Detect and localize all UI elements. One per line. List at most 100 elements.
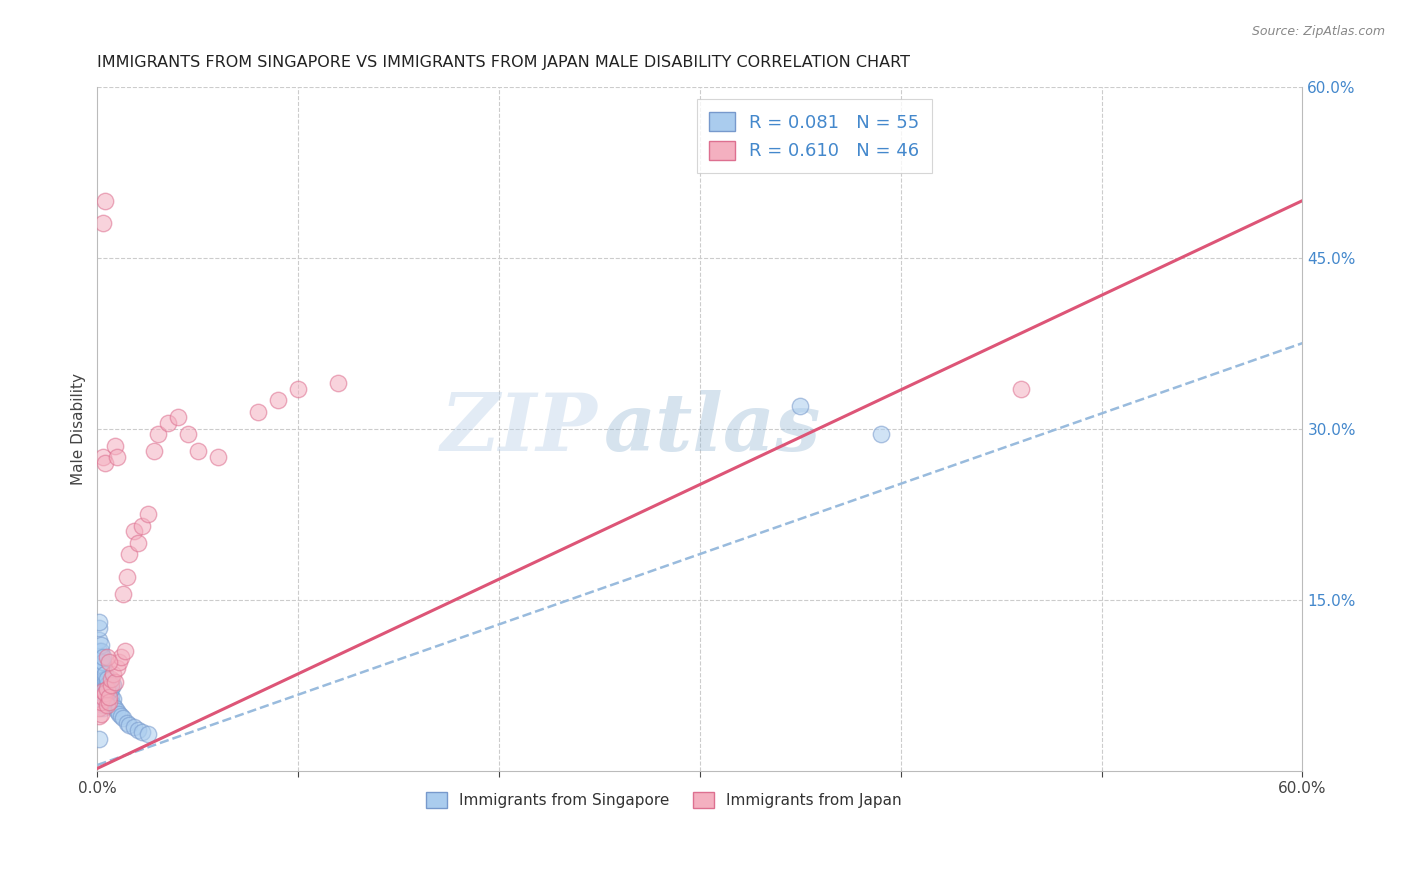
Point [103,678,125,692]
Point [146,427,169,442]
Point [98,690,121,704]
Point [89,731,111,746]
Y-axis label: Male Disability: Male Disability [72,373,86,484]
Point [93,649,115,664]
Point [869,427,891,442]
Point [117,570,139,584]
Point [90,661,112,675]
Point [100,673,122,687]
Point [107,661,129,675]
Point [89,632,111,647]
Point [94,666,117,681]
Point [93,673,115,687]
Point [90,656,112,670]
Point [89,701,111,715]
Point [94,456,117,470]
Point [114,644,136,658]
Point [96,684,118,698]
Point [156,416,179,430]
Point [117,715,139,730]
Point [93,216,115,230]
Point [104,674,127,689]
Point [136,507,159,521]
Point [122,720,145,734]
Point [90,649,112,664]
Point [94,686,117,700]
Point [110,709,132,723]
Point [98,686,121,700]
Point [107,705,129,719]
Text: IMMIGRANTS FROM SINGAPORE VS IMMIGRANTS FROM JAPAN MALE DISABILITY CORRELATION C: IMMIGRANTS FROM SINGAPORE VS IMMIGRANTS … [97,55,910,70]
Point [94,684,117,698]
Point [89,644,111,658]
Point [90,695,112,709]
Point [127,723,149,737]
Point [89,615,111,630]
Point [94,678,117,692]
Point [100,695,122,709]
Point [98,684,121,698]
Point [166,410,188,425]
Point [789,399,811,413]
Point [118,547,141,561]
Point [118,718,141,732]
Legend: Immigrants from Singapore, Immigrants from Japan: Immigrants from Singapore, Immigrants fr… [419,786,908,814]
Point [108,656,131,670]
Point [93,450,115,464]
Point [122,524,145,539]
Point [131,518,153,533]
Point [94,693,117,707]
Point [89,621,111,635]
Point [93,656,115,670]
Point [90,644,112,658]
Point [108,706,131,721]
Point [103,691,125,706]
Point [131,725,153,739]
Point [96,649,118,664]
Point [93,661,115,675]
Point [96,678,118,692]
Point [100,678,122,692]
Point [103,666,125,681]
Point [98,681,121,696]
Point [100,681,122,696]
Point [112,711,135,725]
Point [93,658,115,673]
Point [142,444,165,458]
Point [287,382,309,396]
Text: ZIP: ZIP [440,390,598,467]
Point [1010,382,1032,396]
Point [90,690,112,704]
Point [96,673,118,687]
Point [110,649,132,664]
Point [112,587,135,601]
Point [177,427,200,442]
Point [93,690,115,704]
Point [104,439,127,453]
Text: Source: ZipAtlas.com: Source: ZipAtlas.com [1251,25,1385,38]
Point [90,638,112,652]
Point [100,690,122,704]
Point [328,376,350,390]
Point [267,393,290,408]
Text: atlas: atlas [603,390,821,467]
Point [107,450,129,464]
Point [187,444,209,458]
Point [90,695,112,709]
Point [104,701,127,715]
Point [96,686,118,700]
Point [98,656,121,670]
Point [98,693,121,707]
Point [89,709,111,723]
Point [136,727,159,741]
Point [93,684,115,698]
Point [94,194,117,208]
Point [127,535,149,549]
Point [96,690,118,704]
Point [93,666,115,681]
Point [93,698,115,712]
Point [96,698,118,712]
Point [103,698,125,712]
Point [98,695,121,709]
Point [94,673,117,687]
